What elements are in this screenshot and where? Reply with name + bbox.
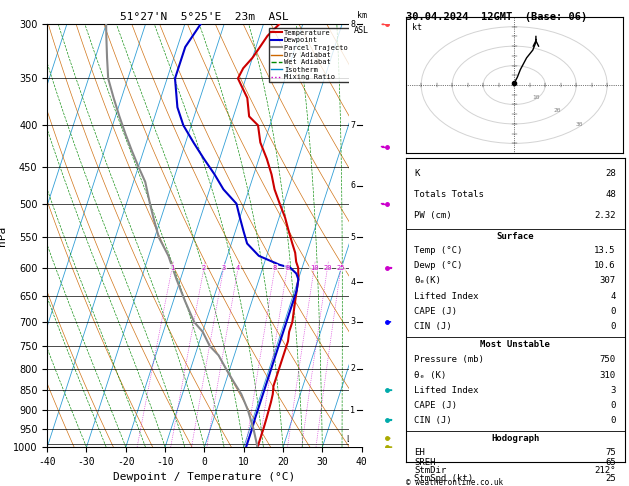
Text: 3: 3 bbox=[221, 265, 226, 271]
Text: 310: 310 bbox=[599, 371, 616, 380]
Text: 0: 0 bbox=[611, 401, 616, 410]
Text: 2: 2 bbox=[350, 364, 355, 373]
Text: Hodograph: Hodograph bbox=[491, 434, 539, 443]
Text: Totals Totals: Totals Totals bbox=[415, 190, 484, 199]
Text: StmSpd (kt): StmSpd (kt) bbox=[415, 474, 474, 483]
Text: 5: 5 bbox=[350, 233, 355, 242]
Text: 3: 3 bbox=[611, 386, 616, 395]
Text: CIN (J): CIN (J) bbox=[415, 416, 452, 425]
Text: 0: 0 bbox=[611, 322, 616, 331]
Text: CIN (J): CIN (J) bbox=[415, 322, 452, 331]
Text: Temp (°C): Temp (°C) bbox=[415, 246, 463, 255]
Text: CAPE (J): CAPE (J) bbox=[415, 401, 457, 410]
Legend: Temperature, Dewpoint, Parcel Trajectory, Dry Adiabat, Wet Adiabat, Isotherm, Mi: Temperature, Dewpoint, Parcel Trajectory… bbox=[269, 28, 358, 82]
Text: 8: 8 bbox=[273, 265, 277, 271]
Text: 6: 6 bbox=[350, 181, 355, 190]
Text: 10.6: 10.6 bbox=[594, 261, 616, 270]
Text: Most Unstable: Most Unstable bbox=[480, 340, 550, 349]
Text: 1: 1 bbox=[170, 265, 174, 271]
Title: 51°27'N  5°25'E  23m  ASL: 51°27'N 5°25'E 23m ASL bbox=[120, 12, 289, 22]
Text: 307: 307 bbox=[599, 277, 616, 285]
Text: LCL: LCL bbox=[347, 434, 360, 444]
Text: θₑ (K): θₑ (K) bbox=[415, 371, 447, 380]
Text: 13.5: 13.5 bbox=[594, 246, 616, 255]
Text: 30.04.2024  12GMT  (Base: 06): 30.04.2024 12GMT (Base: 06) bbox=[406, 12, 587, 22]
Text: 4: 4 bbox=[236, 265, 240, 271]
Text: Pressure (mb): Pressure (mb) bbox=[415, 355, 484, 364]
Text: kt: kt bbox=[412, 23, 422, 32]
Text: StmDir: StmDir bbox=[415, 466, 447, 475]
Text: © weatheronline.co.uk: © weatheronline.co.uk bbox=[406, 478, 503, 486]
Text: 20: 20 bbox=[323, 265, 331, 271]
Text: Lifted Index: Lifted Index bbox=[415, 292, 479, 301]
Text: θₑ(K): θₑ(K) bbox=[415, 277, 442, 285]
Y-axis label: hPa: hPa bbox=[0, 226, 8, 246]
Text: 10: 10 bbox=[310, 265, 318, 271]
Text: 48: 48 bbox=[605, 190, 616, 199]
Text: 0: 0 bbox=[611, 307, 616, 316]
X-axis label: Dewpoint / Temperature (°C): Dewpoint / Temperature (°C) bbox=[113, 472, 296, 483]
Text: 2: 2 bbox=[202, 265, 206, 271]
Text: km: km bbox=[357, 11, 367, 20]
Text: 3: 3 bbox=[350, 317, 355, 327]
Text: 20: 20 bbox=[554, 108, 561, 113]
Text: K: K bbox=[415, 169, 420, 178]
Text: Dewp (°C): Dewp (°C) bbox=[415, 261, 463, 270]
Text: SREH: SREH bbox=[415, 458, 436, 467]
Text: ASL: ASL bbox=[354, 26, 369, 35]
Text: PW (cm): PW (cm) bbox=[415, 211, 452, 220]
Text: 65: 65 bbox=[605, 458, 616, 467]
Text: 7: 7 bbox=[350, 121, 355, 130]
Text: 0: 0 bbox=[611, 416, 616, 425]
Text: 10: 10 bbox=[532, 95, 540, 100]
Text: 4: 4 bbox=[611, 292, 616, 301]
Text: 30: 30 bbox=[576, 122, 583, 127]
Text: 8: 8 bbox=[350, 20, 355, 29]
Text: Surface: Surface bbox=[496, 232, 534, 242]
Text: 2.32: 2.32 bbox=[594, 211, 616, 220]
Text: 212°: 212° bbox=[594, 466, 616, 475]
Text: 4: 4 bbox=[350, 278, 355, 287]
Text: 750: 750 bbox=[599, 355, 616, 364]
Text: 1: 1 bbox=[350, 406, 355, 415]
Text: EH: EH bbox=[415, 448, 425, 457]
Text: 25: 25 bbox=[605, 474, 616, 483]
Text: 28: 28 bbox=[605, 169, 616, 178]
Text: Lifted Index: Lifted Index bbox=[415, 386, 479, 395]
Text: CAPE (J): CAPE (J) bbox=[415, 307, 457, 316]
Text: B: B bbox=[285, 265, 289, 271]
Text: 75: 75 bbox=[605, 448, 616, 457]
Text: 25: 25 bbox=[337, 265, 345, 271]
